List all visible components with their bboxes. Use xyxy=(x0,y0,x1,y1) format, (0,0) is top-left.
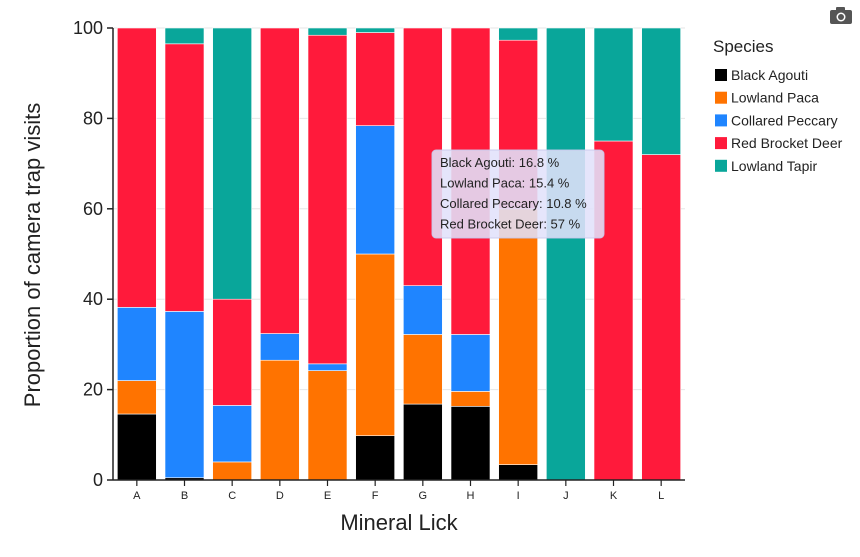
bar-segment xyxy=(355,253,395,437)
bar-segment xyxy=(403,403,443,481)
bar-segment xyxy=(164,27,205,45)
bar-segment xyxy=(307,370,348,481)
x-tick-label: K xyxy=(610,490,618,502)
x-tick-label: B xyxy=(181,490,188,502)
bar-segment xyxy=(355,32,395,126)
y-tick-label: 0 xyxy=(93,470,103,490)
bar-segment xyxy=(355,125,395,255)
x-tick-label: H xyxy=(467,490,475,502)
bar-segment xyxy=(164,43,205,312)
bar-segment xyxy=(117,307,157,381)
bar-segment xyxy=(593,27,634,142)
hover-tooltip: Black Agouti: 16.8 % Lowland Paca: 15.4 … xyxy=(431,149,605,239)
bar-segment xyxy=(307,27,348,36)
x-ticks: A B C D E F G H I J K L xyxy=(133,480,664,502)
bar-segment xyxy=(403,285,443,335)
grid xyxy=(113,27,685,391)
tooltip-line: Collared Peccary: 10.8 % xyxy=(440,196,587,211)
legend-title: Species xyxy=(713,37,773,56)
legend-swatch xyxy=(715,159,727,172)
legend-swatch xyxy=(715,137,727,150)
bar-segment xyxy=(450,406,491,481)
camera-icon-glyph xyxy=(830,7,852,24)
x-tick-label: J xyxy=(563,490,569,502)
bar-segment xyxy=(307,34,348,365)
y-tick-label: 20 xyxy=(83,380,103,400)
bar-segment xyxy=(355,27,395,33)
bar-segment xyxy=(117,380,157,415)
bar-segment xyxy=(450,334,491,392)
legend-label: Black Agouti xyxy=(731,67,808,83)
y-ticks: 0 20 40 60 80 100 xyxy=(73,18,113,490)
bar-segment xyxy=(260,359,300,481)
legend-label: Red Brocket Deer xyxy=(731,135,843,151)
tooltip-box xyxy=(431,149,605,239)
x-axis-title: Mineral Lick xyxy=(340,510,458,535)
x-tick-label: L xyxy=(658,490,664,502)
bar-segment xyxy=(355,435,395,481)
bar-segment xyxy=(450,391,491,407)
tooltip-line: Black Agouti: 16.8 % xyxy=(440,155,560,170)
bar-segment xyxy=(212,27,252,300)
legend-label: Lowland Tapir xyxy=(731,158,817,174)
x-tick-label: F xyxy=(372,490,379,502)
bar-segment xyxy=(498,208,538,465)
bar-segment xyxy=(498,27,538,41)
legend-label: Lowland Paca xyxy=(731,90,819,106)
bar-segment xyxy=(403,334,443,405)
x-tick-label: A xyxy=(133,490,141,502)
x-tick-label: C xyxy=(228,490,236,502)
x-tick-label: D xyxy=(276,490,284,502)
x-tick-label: E xyxy=(324,490,331,502)
y-tick-label: 40 xyxy=(83,289,103,309)
tooltip-line: Red Brocket Deer: 57 % xyxy=(440,217,581,232)
legend: Species Black Agouti Lowland Paca Collared… xyxy=(713,37,843,174)
bar-segment xyxy=(212,405,252,463)
y-tick-label: 100 xyxy=(73,18,103,38)
bar-segment xyxy=(117,27,157,308)
bar-segment xyxy=(212,461,252,481)
axes xyxy=(112,28,685,481)
y-tick-label: 80 xyxy=(83,108,103,128)
x-tick-label: G xyxy=(419,490,428,502)
bar-segment xyxy=(260,333,300,361)
legend-swatch xyxy=(715,69,727,81)
tooltip-line: Lowland Paca: 15.4 % xyxy=(440,176,570,191)
bar-segment xyxy=(212,298,252,406)
legend-swatch xyxy=(715,91,727,104)
camera-icon[interactable] xyxy=(828,4,854,26)
bars xyxy=(117,27,681,481)
bar-segment xyxy=(117,413,157,481)
bar-segment xyxy=(641,154,681,481)
legend-label: Collared Peccary xyxy=(731,112,838,128)
bar-segment xyxy=(260,27,300,334)
x-tick-label: I xyxy=(517,490,520,502)
bar-segment xyxy=(498,464,538,481)
bar-segment xyxy=(546,27,586,481)
bar-segment xyxy=(641,27,681,155)
y-axis-title: Proportion of camera trap visits xyxy=(20,103,45,407)
y-tick-label: 60 xyxy=(83,199,103,219)
bar-segment xyxy=(164,311,205,479)
bar-segment xyxy=(307,363,348,371)
legend-swatch xyxy=(715,114,727,127)
